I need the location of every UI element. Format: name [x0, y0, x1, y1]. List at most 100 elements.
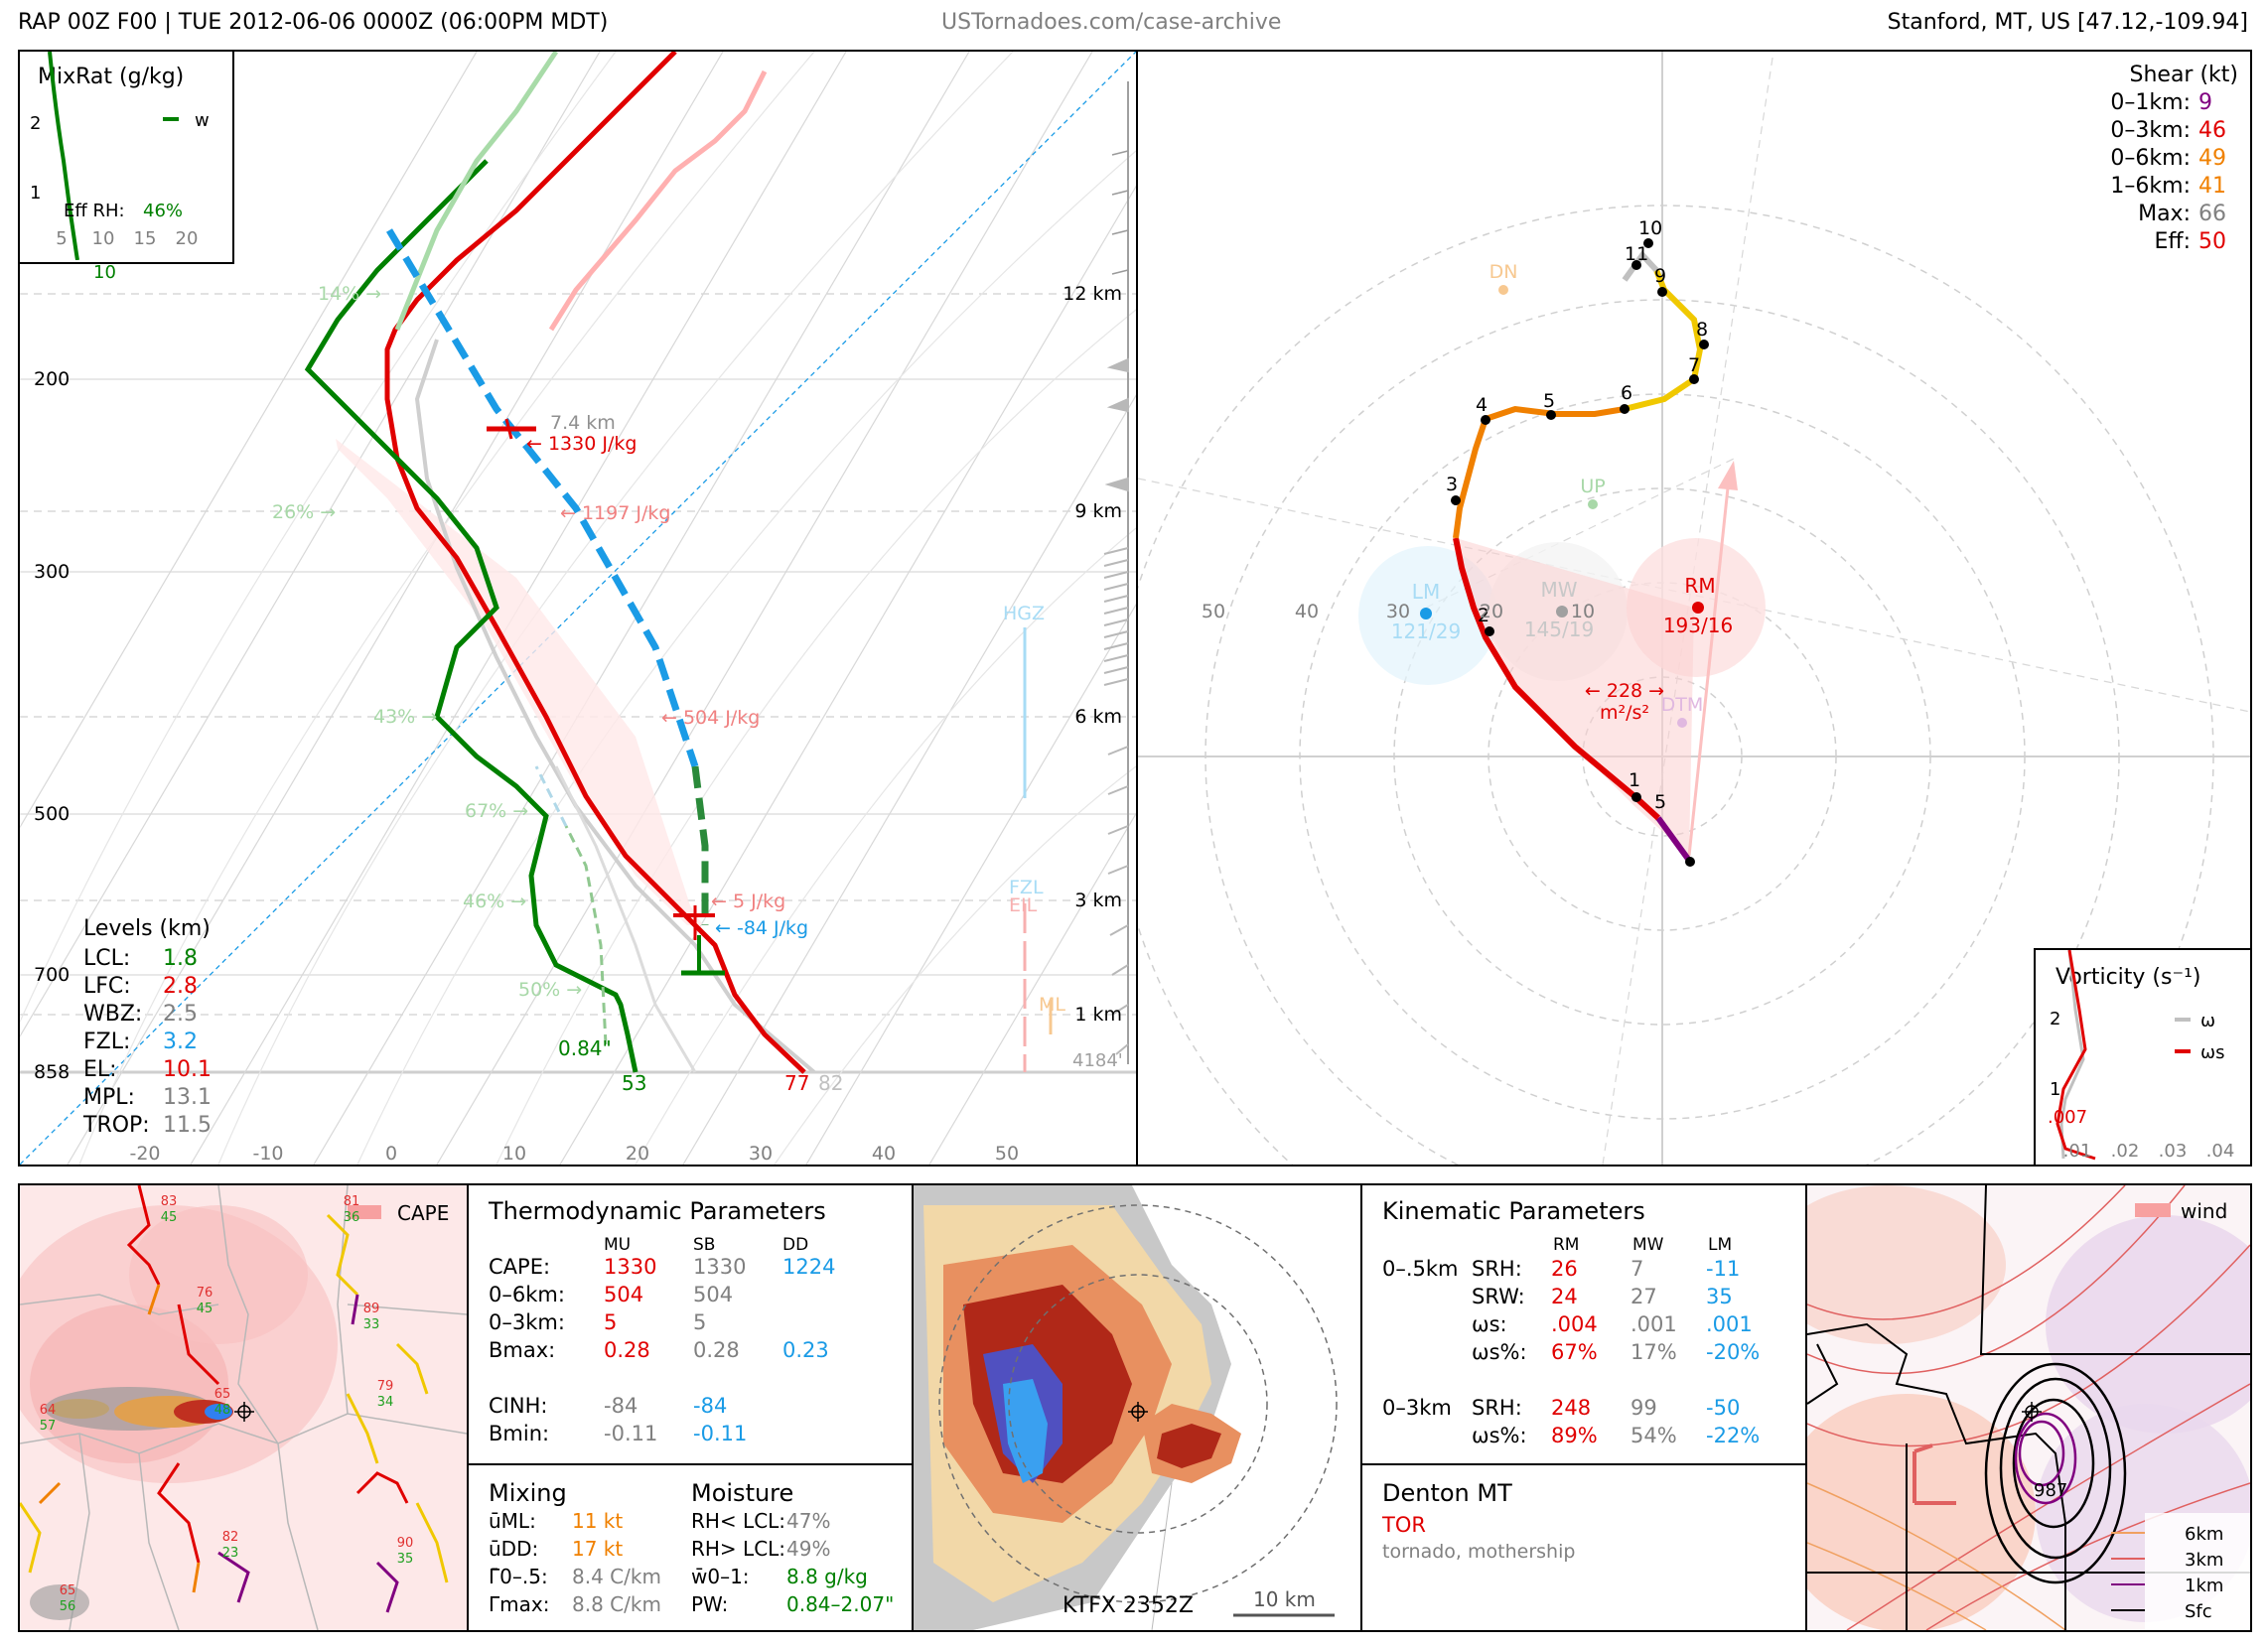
cape-legend: CAPE	[397, 1201, 449, 1225]
station-dewpoint: 35	[397, 1552, 414, 1567]
station-temp: 90	[397, 1536, 414, 1551]
mw-label: MW	[1540, 578, 1577, 602]
mixrat-legend: w	[195, 110, 210, 131]
pressure-tick: 500	[34, 803, 70, 825]
wind-map-panel: 987 wind 6km 3km 1km Sfc	[1805, 1183, 2252, 1632]
hodo-ring-labels: 50 40 30 20 10	[1202, 601, 1595, 622]
pressure-tick: 200	[34, 368, 70, 390]
vort-y-tick: 2	[2050, 1009, 2060, 1029]
srh-value: ← 228 →	[1585, 680, 1664, 702]
level-label-sfc: Sfc	[2185, 1601, 2212, 1622]
hodo-marker: 10	[1638, 217, 1662, 239]
kin-rm-value: 67%	[1551, 1340, 1598, 1364]
level-name: WBZ:	[83, 1002, 143, 1027]
mixrat-x-tick: 20	[176, 228, 199, 249]
mixing-label: Γmax:	[489, 1592, 550, 1616]
mixing-label: ūDD:	[489, 1537, 539, 1561]
thermo-title: Thermodynamic Parameters	[489, 1197, 826, 1225]
level-name: EL:	[83, 1057, 117, 1082]
vort-x-tick: .02	[2111, 1141, 2140, 1162]
shear-value: 49	[2198, 146, 2226, 171]
rm-value: 193/16	[1663, 614, 1733, 637]
shear-name: 0–3km:	[2110, 118, 2191, 143]
station-dewpoint: 23	[222, 1546, 239, 1561]
mixrat-x-tick: 10	[92, 228, 115, 249]
thermo-col-sb: SB	[693, 1235, 716, 1255]
vort-value: .007	[2048, 1107, 2087, 1128]
level-value: 2.5	[163, 1002, 198, 1027]
vort-legend-omega-s: ωs	[2200, 1042, 2224, 1063]
levels-title: Levels (km)	[83, 916, 211, 941]
level-name: LFC:	[83, 974, 131, 999]
pressure-tick: 858	[34, 1061, 70, 1083]
mixrat-inset: MixRat (g/kg) w 2 1 Eff RH: 46% 5 10 15 …	[20, 52, 234, 264]
height-tick: 6 km	[1074, 706, 1122, 728]
height-tick: 3 km	[1074, 890, 1122, 911]
station-temp: 83	[161, 1194, 178, 1209]
temp-tick: 20	[626, 1143, 649, 1165]
kin-mw-value: 7	[1630, 1257, 1644, 1281]
header-run-info: RAP 00Z F00 | TUE 2012-06-06 0000Z (06:0…	[18, 10, 609, 35]
vorticity-inset: Vorticity (s⁻¹) ω ωs 2 1 .007 .01 .02 .0…	[2034, 948, 2250, 1165]
ring-label: 40	[1295, 601, 1319, 622]
rh-labels: 14% → 26% → 43% → 67% → 46% → 50% →	[272, 283, 582, 1001]
hodo-marker: 7	[1688, 354, 1700, 376]
rh-label: 43% →	[373, 706, 437, 728]
hodo-sfc-marker: 5	[1654, 791, 1666, 813]
wind-map-level-legend: 6km 3km 1km Sfc	[2111, 1524, 2223, 1622]
dn-label: DN	[1489, 261, 1518, 283]
station-temp: 79	[377, 1379, 394, 1394]
vort-y-tick: 1	[2050, 1079, 2060, 1100]
kin-col-lm: LM	[1708, 1235, 1733, 1255]
level-row: LFC: 2.8	[83, 973, 212, 1001]
cin-label: ← -84 J/kg	[715, 917, 808, 939]
mixrat-x-tick: 5	[56, 228, 67, 249]
eff-rh-value: 46%	[143, 201, 183, 221]
hodograph-svg: 1 2 3 4 5 6 7 8 9 10 11 5 50 40 30 20 10…	[1138, 52, 2250, 1165]
thermo-mu-value: 504	[604, 1283, 644, 1306]
thermo-mu-value: -84	[604, 1394, 638, 1418]
level-value: 2.8	[163, 974, 198, 999]
hgz-label: HGZ	[1003, 603, 1045, 624]
moisture-value: 49%	[786, 1537, 831, 1561]
shear-box: Shear (kt) 0–1km: 9 0–3km: 46 0–6km: 49 1–6km:…	[2110, 62, 2238, 256]
thermo-row-label: Bmax:	[489, 1338, 556, 1362]
pressure-axis: 200 300 500 700 858	[34, 368, 70, 1083]
cape-map-radar	[30, 1387, 233, 1620]
dewpoint-profile	[304, 159, 638, 1073]
vorticity-title: Vorticity (s⁻¹)	[2055, 965, 2201, 990]
mixing-value: 8.4 C/km	[572, 1565, 661, 1588]
temp-tick: 50	[995, 1143, 1019, 1165]
kin-rm-value: 26	[1551, 1257, 1578, 1281]
moisture-label: RH< LCL:	[691, 1509, 786, 1533]
moisture-value: 0.84–2.07"	[786, 1592, 895, 1616]
dtm-label: DTM	[1661, 694, 1704, 716]
level-row: WBZ: 2.5	[83, 1001, 212, 1029]
vort-x-tick: .03	[2159, 1141, 2188, 1162]
kin-mw-value: 54%	[1630, 1424, 1677, 1447]
shear-value: 50	[2198, 229, 2226, 254]
station-dewpoint: 33	[363, 1317, 380, 1332]
pressure-tick: 300	[34, 561, 70, 583]
kin-row-label: SRW:	[1472, 1285, 1525, 1308]
temp-tick: -20	[129, 1143, 160, 1165]
cape-label-6km: ← 504 J/kg	[661, 707, 760, 729]
mixing-title: Mixing	[489, 1479, 567, 1507]
kin-rm-value: .004	[1551, 1312, 1598, 1336]
kin-row-label: SRH:	[1472, 1257, 1522, 1281]
ml-label: ML	[1039, 994, 1065, 1016]
mixrat-y-tick: 2	[30, 113, 41, 134]
shear-row: 0–1km: 9	[2110, 89, 2238, 117]
header-source[interactable]: USTornadoes.com/case-archive	[941, 10, 1282, 35]
levels-box: Levels (km) LCL: 1.8 LFC: 2.8 WBZ: 2.5 FZL: 3.2…	[83, 915, 212, 1140]
radar-panel: KTFX 2352Z 10 km	[912, 1183, 1362, 1632]
kin-lm-value: -50	[1706, 1396, 1741, 1420]
mixrat-sfc-value: 10	[93, 262, 116, 283]
kin-sec2-label: 0–3km	[1382, 1396, 1452, 1420]
level-row: EL: 10.1	[83, 1056, 212, 1084]
mixing-value: 8.8 C/km	[572, 1592, 661, 1616]
cape-label-el: ← 1330 J/kg	[526, 433, 637, 455]
station-dewpoint: 36	[344, 1210, 360, 1225]
header-location: Stanford, MT, US [47.12,-109.94]	[1887, 10, 2248, 35]
station-dewpoint: 57	[40, 1419, 57, 1434]
